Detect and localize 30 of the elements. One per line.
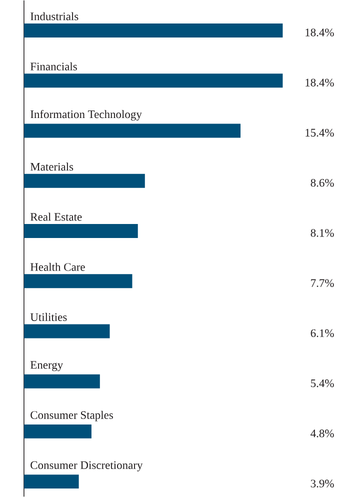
- bar: [24, 124, 240, 138]
- bar: [24, 224, 138, 238]
- bar: [24, 174, 145, 188]
- data-label: 8.6%: [310, 178, 334, 187]
- bar: [24, 274, 132, 288]
- y-tick-label: Financials: [30, 62, 77, 70]
- data-label: 3.9%: [310, 480, 334, 488]
- y-tick-label: Utilities: [30, 312, 67, 322]
- data-label: 18.4%: [305, 28, 334, 36]
- data-label: 6.1%: [310, 329, 334, 338]
- data-label: 18.4%: [305, 78, 334, 86]
- bar: [24, 424, 92, 438]
- y-tick-label: Information Technology: [30, 110, 142, 121]
- y-tick-label: Consumer Staples: [30, 410, 113, 422]
- y-tick-label: Real Estate: [30, 212, 82, 221]
- y-tick-label: Industrials: [30, 12, 78, 20]
- data-label: 8.1%: [310, 229, 334, 237]
- bar: [24, 374, 100, 388]
- y-tick-label: Health Care: [30, 262, 85, 271]
- bar: [24, 23, 283, 38]
- data-label: 4.8%: [310, 430, 334, 438]
- data-label: 5.4%: [310, 379, 334, 388]
- data-label: 7.7%: [310, 279, 334, 287]
- bar: [24, 74, 283, 88]
- data-label: 15.4%: [305, 128, 334, 137]
- bar: [24, 474, 79, 489]
- bar: [24, 324, 110, 338]
- y-tick-label: Materials: [30, 162, 73, 171]
- y-tick-label: Energy: [30, 361, 63, 372]
- y-tick-label: Consumer Discretionary: [30, 461, 142, 472]
